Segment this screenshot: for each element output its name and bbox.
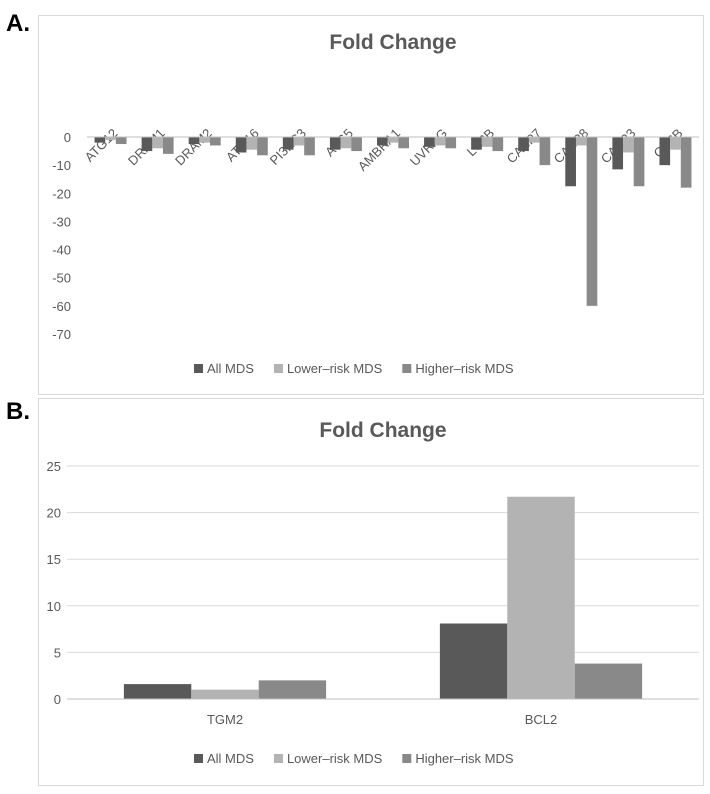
chart-a-container: Fold Change 0 -10 -20 -30 -40 -50 -60 -70 ATG12 DR… xyxy=(38,15,704,395)
legend-label: Higher–risk MDS xyxy=(415,751,514,766)
legend-label: Lower–risk MDS xyxy=(287,751,383,766)
y-tick-label: -20 xyxy=(52,186,71,201)
legend-swatch xyxy=(402,364,412,373)
bar xyxy=(574,663,643,699)
bar xyxy=(293,137,305,146)
bar xyxy=(424,137,435,147)
bar xyxy=(586,137,598,306)
legend-label: All MDS xyxy=(207,361,254,376)
bar xyxy=(434,137,446,146)
bar xyxy=(282,137,294,150)
bar xyxy=(141,137,153,152)
bar xyxy=(257,137,268,156)
legend-swatch xyxy=(194,364,203,373)
bar xyxy=(398,137,410,149)
bar xyxy=(351,137,362,152)
bar xyxy=(123,684,192,699)
y-tick-label: -60 xyxy=(52,299,71,314)
bar xyxy=(680,137,692,188)
bar xyxy=(105,137,116,140)
category-label: DRAM2 xyxy=(172,126,215,169)
bar xyxy=(539,137,551,166)
bar xyxy=(235,137,247,153)
y-tick-label: 10 xyxy=(47,599,61,614)
y-tick-label: 15 xyxy=(47,552,61,567)
bar xyxy=(612,137,624,170)
bar xyxy=(518,137,529,152)
bar xyxy=(152,137,163,149)
bar xyxy=(481,137,493,147)
legend-label: All MDS xyxy=(207,751,254,766)
bar xyxy=(258,680,327,699)
legend-label: Higher–risk MDS xyxy=(415,361,514,376)
bar xyxy=(492,137,504,152)
legend-swatch xyxy=(273,364,283,373)
bar xyxy=(115,137,127,145)
panel-a-label: A. xyxy=(6,10,30,37)
bar xyxy=(528,137,540,143)
category-label: UVRAG xyxy=(407,126,450,169)
bar xyxy=(191,689,259,699)
bar xyxy=(471,137,482,150)
bar xyxy=(623,137,634,153)
category-label: ATG12 xyxy=(82,126,121,165)
bar xyxy=(659,137,671,166)
bar xyxy=(575,137,587,146)
bar xyxy=(246,137,258,150)
bar xyxy=(507,496,575,699)
y-tick-label: -10 xyxy=(52,158,71,173)
legend-swatch xyxy=(194,754,203,763)
bar xyxy=(94,137,106,143)
bar xyxy=(162,137,174,154)
legend-label: Lower–risk MDS xyxy=(287,361,383,376)
bar xyxy=(445,137,457,149)
category-label: BCL2 xyxy=(525,712,558,727)
legend-swatch xyxy=(273,754,283,763)
category-label: TGM2 xyxy=(207,712,243,727)
y-tick-label: 5 xyxy=(54,645,61,660)
legend-swatch xyxy=(402,754,412,763)
y-tick-label: -70 xyxy=(52,327,71,342)
bar xyxy=(199,137,211,143)
bar xyxy=(633,137,645,187)
y-tick-label: -40 xyxy=(52,243,71,258)
chart-b-svg: Fold Change 0 5 10 15 20 25 TGM2 BCL2 All MDS Lowe… xyxy=(47,419,699,766)
category-label: AMBRA1 xyxy=(355,126,403,174)
bar xyxy=(210,137,221,146)
chart-b-container: Fold Change 0 5 10 15 20 25 TGM2 BCL2 All MDS Lowe… xyxy=(38,398,704,786)
y-tick-label: -30 xyxy=(52,214,71,229)
bar xyxy=(670,137,681,150)
bar xyxy=(340,137,352,149)
panel-b-label: B. xyxy=(6,398,30,425)
chart-title: Fold Change xyxy=(329,31,456,54)
chart-title: Fold Change xyxy=(319,419,446,442)
bar xyxy=(304,137,315,156)
y-tick-label: -50 xyxy=(52,271,71,286)
y-tick-label: 0 xyxy=(64,130,71,145)
bar xyxy=(376,137,388,146)
y-tick-label: 20 xyxy=(47,506,61,521)
bar xyxy=(439,623,508,699)
bar xyxy=(387,137,399,143)
bar xyxy=(329,137,341,150)
bar xyxy=(565,137,576,187)
chart-a-svg: Fold Change 0 -10 -20 -30 -40 -50 -60 -70 ATG12 DR… xyxy=(52,31,699,376)
bar xyxy=(188,137,200,145)
y-tick-label: 25 xyxy=(47,459,61,474)
y-tick-label: 0 xyxy=(54,692,61,707)
